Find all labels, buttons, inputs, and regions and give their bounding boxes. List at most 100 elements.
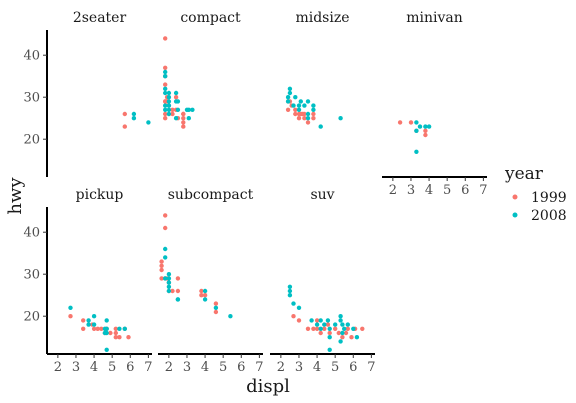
data-point-1999 <box>181 120 186 125</box>
x-tick-label: 7 <box>367 360 375 375</box>
data-point-1999 <box>285 107 291 113</box>
data-point-2008 <box>104 347 109 352</box>
data-point-2008 <box>287 86 293 92</box>
data-point-2008 <box>131 116 137 121</box>
data-point-2008 <box>414 149 419 154</box>
legend-label: 2008 <box>531 208 567 224</box>
x-tick-label: 7 <box>144 360 152 375</box>
data-point-2008 <box>163 69 168 75</box>
data-point-2008 <box>291 301 296 306</box>
data-point-2008 <box>314 322 320 327</box>
data-point-2008 <box>166 288 172 294</box>
x-tick-label: 2 <box>389 183 397 198</box>
data-point-1999 <box>293 111 298 117</box>
data-point-2008 <box>173 90 179 96</box>
data-point-2008 <box>86 318 91 323</box>
data-point-2008 <box>340 330 345 336</box>
data-point-1999 <box>163 116 168 121</box>
data-point-1999 <box>113 326 119 331</box>
facet-midsize: midsize <box>285 10 350 129</box>
data-point-1999 <box>163 213 168 218</box>
data-point-1999 <box>68 314 73 319</box>
data-point-1999 <box>159 267 164 273</box>
data-point-2008 <box>305 116 311 121</box>
data-point-2008 <box>166 280 172 285</box>
x-tick-label: 2 <box>277 360 285 375</box>
data-point-2008 <box>186 116 191 121</box>
data-point-2008 <box>325 318 331 323</box>
data-point-2008 <box>305 111 311 117</box>
data-point-1999 <box>336 330 341 336</box>
data-point-2008 <box>309 318 314 323</box>
x-tick-label: 2 <box>165 360 173 375</box>
facet-strip-label: compact <box>180 10 241 26</box>
data-point-1999 <box>170 107 175 113</box>
data-point-1999 <box>108 330 113 336</box>
legend-title: year <box>504 164 544 184</box>
data-point-2008 <box>417 124 423 129</box>
data-point-2008 <box>166 284 172 289</box>
data-point-1999 <box>163 82 168 87</box>
data-point-2008 <box>202 297 208 302</box>
y-tick-label: 20 <box>23 133 40 148</box>
x-tick-label: 2 <box>54 360 62 375</box>
facet-strip-label: subcompact <box>168 187 254 203</box>
x-tick-label: 5 <box>108 360 116 375</box>
data-point-1999 <box>170 288 175 294</box>
data-point-2008 <box>166 107 172 113</box>
data-point-1999 <box>300 111 305 117</box>
data-point-1999 <box>159 259 164 264</box>
data-point-2008 <box>285 99 291 104</box>
data-point-2008 <box>338 314 343 319</box>
data-point-2008 <box>322 322 327 327</box>
x-tick-label: 3 <box>72 360 80 375</box>
data-point-2008 <box>163 103 168 108</box>
data-point-1999 <box>343 330 349 336</box>
data-point-1999 <box>163 65 168 71</box>
data-point-1999 <box>305 326 311 331</box>
data-point-1999 <box>314 318 320 323</box>
data-point-1999 <box>296 116 302 121</box>
x-tick-label: 7 <box>255 360 263 375</box>
data-point-1999 <box>126 335 131 340</box>
data-point-2008 <box>228 314 233 319</box>
y-tick-label: 20 <box>23 310 40 325</box>
data-point-2008 <box>338 339 343 344</box>
data-point-2008 <box>338 116 343 121</box>
data-point-1999 <box>311 326 316 331</box>
data-point-2008 <box>122 326 128 331</box>
data-point-2008 <box>175 107 181 113</box>
data-point-2008 <box>302 103 307 108</box>
facet-minivan: minivan 2 3 4 5 6 7 <box>382 10 488 198</box>
data-point-2008 <box>285 95 291 100</box>
data-point-2008 <box>298 99 303 104</box>
data-point-2008 <box>345 322 350 327</box>
data-point-2008 <box>414 120 419 125</box>
data-point-2008 <box>91 322 97 327</box>
data-point-2008 <box>287 284 293 289</box>
x-tick-label: 4 <box>90 360 98 375</box>
legend: year 1999 2008 <box>504 164 567 224</box>
data-point-2008 <box>166 90 172 96</box>
facet-2seater: 2seater 20 30 40 <box>23 10 151 177</box>
data-point-1999 <box>159 276 164 281</box>
x-tick-label: 4 <box>201 360 209 375</box>
facet-strip-label: minivan <box>406 10 463 26</box>
data-point-2008 <box>163 107 168 113</box>
data-point-1999 <box>170 111 175 117</box>
data-point-1999 <box>163 36 168 41</box>
data-point-2008 <box>342 326 347 331</box>
data-point-2008 <box>318 326 323 331</box>
facet-strip-label: pickup <box>76 187 124 203</box>
facet-subcompact: subcompact 2 3 4 5 6 7 <box>158 187 264 375</box>
data-point-2008 <box>414 128 419 133</box>
data-point-2008 <box>102 330 108 336</box>
data-point-1999 <box>163 225 168 231</box>
x-tick-label: 6 <box>349 360 357 375</box>
data-point-2008 <box>327 347 332 352</box>
x-tick-label: 6 <box>461 183 469 198</box>
data-point-1999 <box>199 288 204 294</box>
data-point-1999 <box>333 326 338 331</box>
